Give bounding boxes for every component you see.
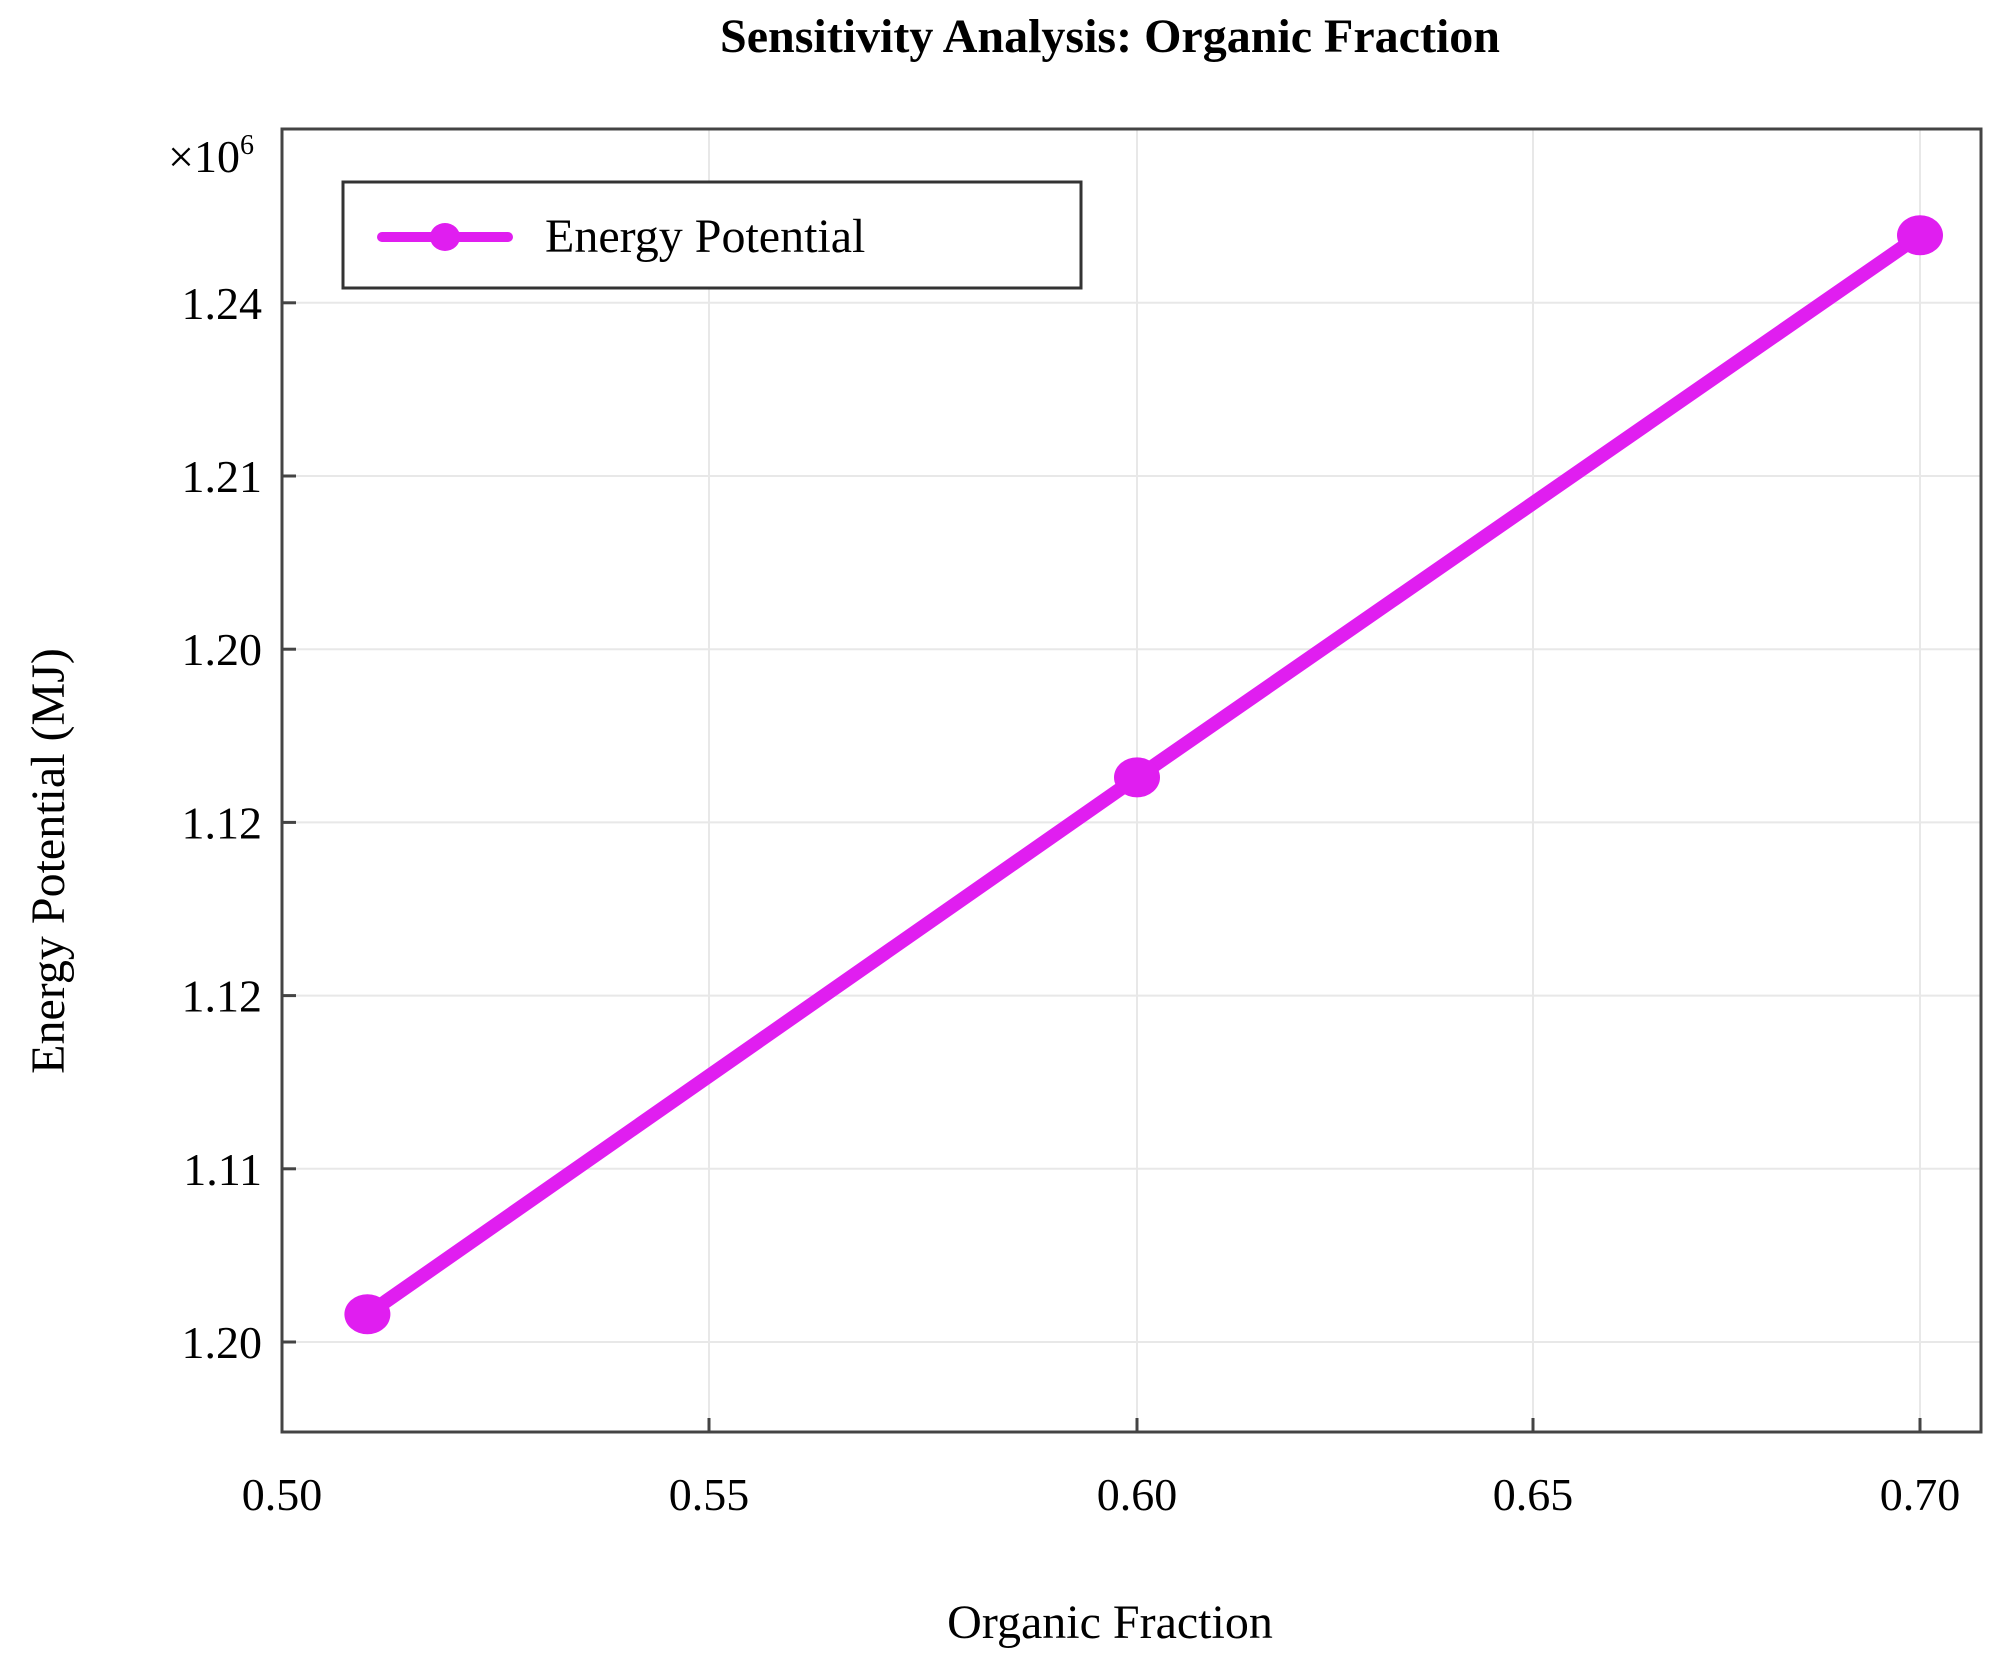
y-tick-label: 1.20 xyxy=(182,624,263,675)
x-tick-label: 0.70 xyxy=(1880,1469,1961,1520)
y-tick-label: 1.20 xyxy=(182,1317,263,1368)
y-tick-label: 1.24 xyxy=(182,278,263,329)
series-energy-potential xyxy=(344,215,1943,1335)
legend-label: Energy Potential xyxy=(545,210,865,263)
x-tick-label: 0.55 xyxy=(669,1469,750,1520)
y-tick-label: 1.21 xyxy=(182,451,263,502)
plot-frame xyxy=(280,127,1983,1434)
y-tick-label: 1.11 xyxy=(183,1144,262,1195)
ticks: 0.50 0.55 0.60 0.65 0.70 1.20 1.11 1.12 1.12 1.20… xyxy=(182,278,1961,1520)
x-tick-label: 0.65 xyxy=(1493,1469,1574,1520)
chart-title: Sensitivity Analysis: Organic Fraction xyxy=(720,10,1500,63)
data-point xyxy=(1897,215,1943,256)
data-point xyxy=(1114,757,1160,798)
x-tick-label: 0.60 xyxy=(1097,1469,1178,1520)
y-multiplier: ×106 xyxy=(168,130,254,182)
x-tick-label: 0.50 xyxy=(242,1469,323,1520)
legend: Energy Potential xyxy=(341,180,1083,290)
y-tick-label: 1.12 xyxy=(182,971,263,1022)
y-axis-label: Energy Potential (MJ) xyxy=(22,648,75,1074)
y-tick-label: 1.12 xyxy=(182,797,263,848)
legend-marker-icon xyxy=(430,223,460,251)
x-axis-label: Organic Fraction xyxy=(947,1596,1273,1649)
data-point xyxy=(344,1294,391,1335)
